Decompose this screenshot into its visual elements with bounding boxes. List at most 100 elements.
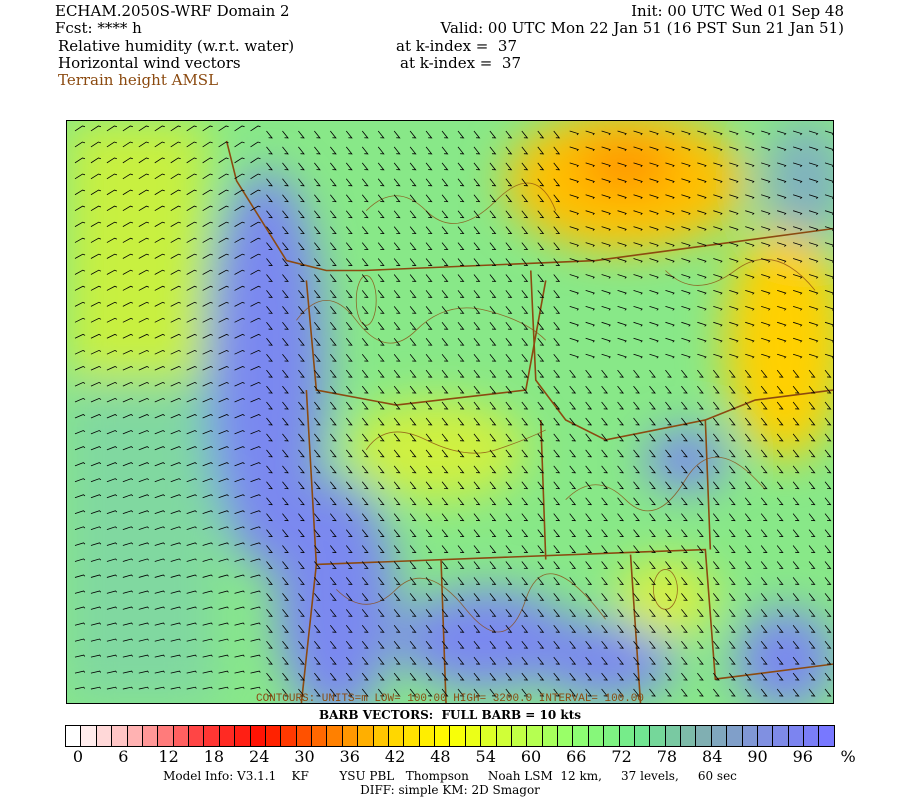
wind-barb [824, 210, 833, 215]
wind-barb [697, 210, 707, 215]
wind-barb [441, 210, 449, 219]
wind-barb [713, 609, 720, 617]
wind-barb [521, 146, 529, 155]
wind-barb [697, 609, 704, 617]
wind-barb [824, 449, 832, 458]
wind-barb [409, 146, 417, 155]
wind-barb [234, 638, 245, 642]
wind-barb [553, 593, 561, 601]
wind-barb [282, 369, 289, 378]
wind-barb [377, 258, 385, 266]
wind-barb [808, 353, 819, 359]
wind-barb [601, 433, 609, 442]
wind-barb [345, 258, 353, 266]
colorbar-cell [496, 726, 512, 746]
wind-barb [473, 529, 481, 538]
wind-barb [218, 317, 229, 323]
wind-barb [138, 349, 149, 355]
wind-barb [234, 269, 245, 275]
wind-barb [186, 141, 197, 148]
wind-barb [90, 526, 102, 530]
wind-barb [266, 672, 273, 681]
wind-barb [330, 353, 337, 362]
wind-barb [713, 577, 720, 585]
wind-barb [728, 401, 736, 410]
wind-barb [441, 672, 449, 681]
wind-barb [808, 130, 819, 136]
wind-barb [90, 430, 102, 435]
wind-barb [601, 593, 609, 601]
wind-barb [170, 478, 181, 483]
wind-barb [170, 237, 181, 243]
wind-barb [697, 194, 707, 200]
wind-barb [681, 226, 691, 231]
wind-barb [122, 253, 134, 259]
wind-barb [713, 178, 723, 184]
wind-barb [298, 656, 305, 665]
wind-barb [170, 317, 181, 323]
wind-barb [808, 497, 816, 506]
wind-barb [505, 545, 513, 553]
wind-barb [250, 430, 261, 435]
wind-barb [202, 510, 213, 515]
wind-barb [537, 417, 545, 426]
wind-barb [202, 221, 213, 227]
wind-barb [409, 401, 417, 410]
wind-barb [250, 205, 261, 212]
wind-barb [777, 290, 787, 295]
wind-barb [393, 545, 401, 553]
wind-barb [330, 226, 337, 235]
wind-barb [250, 301, 261, 307]
wind-barb [122, 654, 133, 658]
wind-barb [234, 237, 245, 243]
wind-barb [74, 253, 86, 259]
wind-barb [314, 146, 321, 155]
wind-barb [681, 561, 688, 569]
colorbar-cell [619, 726, 635, 746]
wind-barb [601, 274, 611, 279]
colorbar-label: 12 [158, 747, 179, 766]
wind-barb [792, 210, 803, 215]
wind-barb [330, 146, 337, 155]
wind-barb [345, 178, 353, 187]
wind-barb [521, 353, 529, 362]
wind-barb [298, 258, 305, 266]
wind-barb [617, 497, 625, 506]
wind-barb [441, 369, 449, 378]
wind-barb [473, 449, 481, 458]
wind-barb [282, 274, 289, 282]
wind-barb [154, 381, 165, 387]
wind-barb [361, 545, 369, 553]
wind-barb [537, 433, 545, 442]
colorbar-cell [511, 726, 528, 746]
wind-barb [266, 625, 273, 633]
wind-barb [505, 385, 513, 394]
wind-barb [377, 640, 385, 649]
wind-barb [569, 305, 580, 311]
wind-barb [266, 226, 273, 235]
wind-barb [633, 274, 643, 279]
wind-barb [824, 337, 833, 343]
wind-barb [202, 269, 213, 275]
wind-barb [808, 433, 816, 442]
wind-barb [601, 656, 609, 665]
wind-barb [106, 478, 118, 483]
wind-barb [553, 417, 561, 426]
wind-barb [106, 333, 118, 339]
wind-barb [74, 333, 86, 339]
wind-barb [218, 301, 229, 307]
wind-barb [729, 353, 739, 359]
wind-barb [170, 285, 181, 291]
wind-barb [553, 146, 561, 155]
wind-barb [345, 529, 353, 538]
wind-barb [633, 178, 643, 184]
colorbar-cell [112, 726, 128, 746]
wind-barb [473, 290, 481, 298]
wind-barb [824, 529, 832, 538]
wind-barb [106, 414, 118, 419]
wind-barb [106, 558, 118, 562]
wind-barb [489, 656, 497, 665]
wind-barb [537, 672, 545, 681]
wind-barb [74, 574, 86, 578]
wind-barb [713, 130, 723, 136]
